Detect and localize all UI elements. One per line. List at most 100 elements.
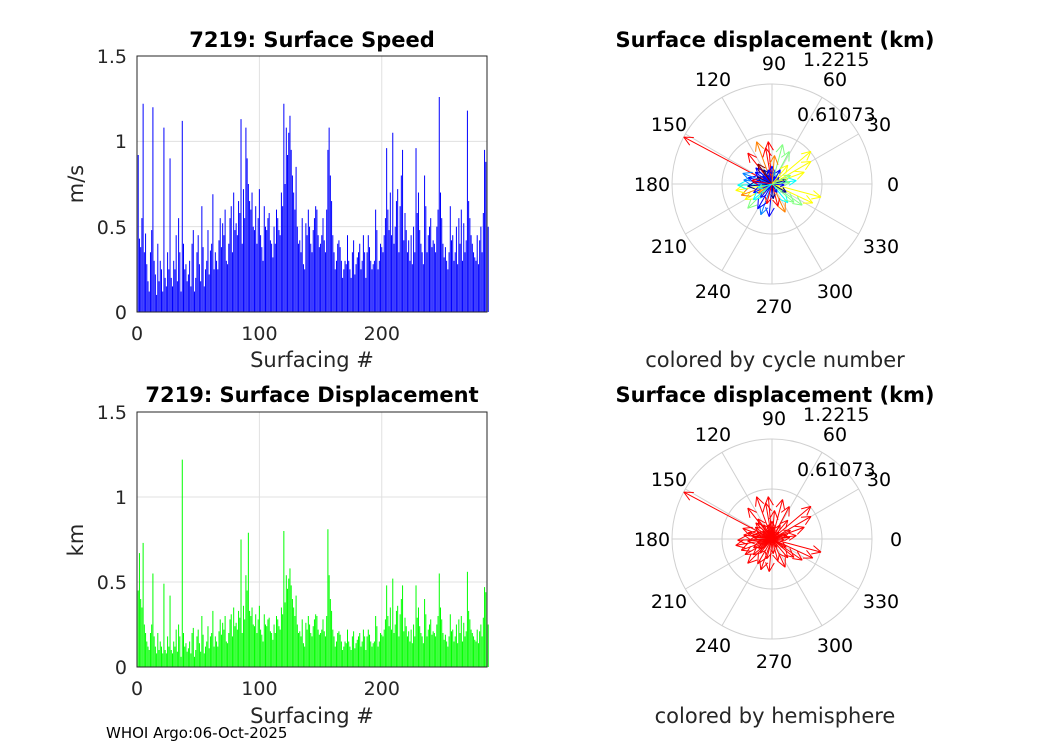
polar-cycle-xlabel: colored by cycle number — [645, 348, 905, 372]
polar-hemisphere-rtick-2: 1.2215 — [803, 404, 869, 426]
polar-cycle-vector-head — [760, 207, 769, 216]
polar-hemisphere-vector — [771, 519, 789, 540]
polar-cycle-vector-head — [800, 160, 812, 163]
speed-ytick-0: 0 — [115, 302, 127, 324]
polar-cycle-vector-head — [782, 144, 785, 155]
polar-hemisphere-vector-head — [768, 510, 775, 520]
polar-hemisphere-vector-head — [740, 542, 749, 551]
polar-hemisphere-angle-60: 60 — [823, 424, 847, 446]
polar-hemisphere-vector-head — [741, 549, 752, 552]
polar-hemisphere-vector-head — [804, 516, 812, 526]
polar-cycle-vector-head — [773, 171, 776, 177]
polar-cycle-vector-head — [787, 177, 797, 182]
polar-hemisphere-vector — [756, 531, 773, 540]
polar-hemisphere-vector-shaft — [768, 538, 773, 572]
polar-cycle-vector-shaft — [768, 183, 773, 217]
polar-hemisphere-angle-150: 150 — [651, 469, 687, 491]
polar-hemisphere-angle-90: 90 — [762, 408, 786, 430]
polar-hemisphere-vector — [757, 538, 773, 565]
polar-cycle-spoke — [685, 133, 773, 185]
polar-cycle-vector-head — [757, 202, 767, 210]
polar-cycle-vector-shaft — [757, 183, 773, 210]
polar-hemisphere-vector-head — [772, 554, 779, 562]
polar-hemisphere-angle-180: 180 — [634, 529, 670, 551]
polar-hemisphere-vector-head — [755, 522, 759, 531]
polar-hemisphere-vector-head — [747, 540, 756, 545]
polar-hemisphere-panel: Surface displacement (km) 0 30 60 90 120… — [615, 383, 934, 728]
polar-cycle-vector-head — [759, 204, 762, 215]
polar-cycle-vector-shaft — [771, 183, 814, 204]
polar-cycle-vector-head — [806, 151, 812, 161]
polar-cycle-vector — [770, 183, 776, 199]
polar-cycle-angle-300: 300 — [817, 281, 853, 303]
polar-hemisphere-vector-shaft — [771, 529, 791, 540]
polar-hemisphere-vector-head — [747, 553, 752, 564]
polar-hemisphere-vector-head — [784, 554, 795, 558]
polar-hemisphere-vector-head — [792, 558, 803, 561]
polar-hemisphere-vector-head — [742, 526, 753, 529]
polar-cycle-title: Surface displacement (km) — [615, 28, 934, 52]
polar-hemisphere-vector-head — [785, 520, 789, 529]
polar-cycle-vector-head — [755, 167, 759, 176]
polar-hemisphere-vector-head — [767, 524, 772, 529]
polar-cycle-vector-head — [762, 175, 767, 178]
polar-hemisphere-vector-head — [757, 518, 766, 524]
polar-cycle-vector-head — [780, 151, 790, 158]
polar-hemisphere-angle-30: 30 — [867, 469, 891, 491]
polar-cycle-vector-head — [747, 181, 756, 187]
polar-cycle-spoke — [771, 183, 859, 235]
polar-cycle-vector — [756, 176, 773, 185]
polar-hemisphere-vector-shaft — [771, 516, 812, 540]
polar-hemisphere-vector — [762, 502, 773, 540]
displacement-title: 7219: Surface Displacement — [145, 383, 478, 407]
polar-hemisphere-vector-head — [737, 539, 747, 545]
polar-cycle-vector-head — [785, 175, 791, 182]
polar-cycle-vector — [752, 183, 773, 201]
speed-xtick-2: 200 — [364, 323, 400, 345]
polar-hemisphere-vector-head — [800, 515, 812, 518]
polar-hemisphere-vector-head — [751, 533, 759, 536]
polar-hemisphere-vector-shaft — [751, 534, 773, 540]
polar-hemisphere-vector-shaft — [771, 536, 790, 540]
speed-ytick-3: 1.5 — [97, 46, 127, 68]
polar-hemisphere-vectors — [683, 491, 822, 572]
polar-cycle-vector-shaft — [765, 147, 773, 185]
polar-hemisphere-vector-shaft — [752, 538, 773, 556]
polar-cycle-vector-shaft — [771, 155, 775, 185]
polar-cycle-vector-head — [768, 155, 775, 165]
polar-hemisphere-spoke — [685, 488, 773, 540]
polar-hemisphere-vector-shaft — [766, 538, 773, 559]
displacement-bars — [137, 459, 489, 667]
polar-hemisphere-vector-head — [753, 541, 759, 548]
polar-cycle-vector — [757, 163, 773, 185]
polar-hemisphere-spoke — [771, 538, 859, 590]
polar-hemisphere-vector-head — [757, 518, 760, 528]
polar-cycle-angle-90: 90 — [762, 53, 786, 75]
polar-cycle-vector-shaft — [771, 183, 774, 199]
polar-cycle-angle-30: 30 — [867, 114, 891, 136]
polar-cycle-vector-shaft — [771, 183, 795, 203]
polar-hemisphere-vector-shaft — [757, 538, 773, 544]
polar-hemisphere-vector-shaft — [757, 538, 773, 565]
polar-hemisphere-vector-head — [806, 506, 812, 516]
polar-hemisphere-vector — [771, 538, 778, 548]
polar-cycle-vector — [771, 183, 814, 204]
polar-hemisphere-vector-head — [757, 542, 763, 545]
polar-hemisphere-vector-head — [775, 524, 781, 529]
polar-hemisphere-vector-head — [782, 499, 785, 510]
polar-cycle-angle-270: 270 — [756, 296, 792, 318]
polar-hemisphere-vector-head — [757, 539, 762, 544]
polar-hemisphere-title: Surface displacement (km) — [615, 383, 934, 407]
displacement-xtick-2: 200 — [364, 678, 400, 700]
polar-cycle-vector-head — [788, 180, 797, 186]
polar-hemisphere-vector-shaft — [760, 538, 773, 554]
polar-hemisphere-vector-head — [775, 499, 783, 508]
polar-hemisphere-vector — [747, 536, 773, 545]
polar-hemisphere-spoke — [771, 452, 823, 540]
polar-hemisphere-vector — [771, 534, 791, 542]
polar-hemisphere-vector — [768, 510, 779, 540]
polar-cycle-vector-head — [772, 175, 776, 179]
polar-hemisphere-vector-head — [757, 557, 767, 565]
polar-cycle-vector-head — [764, 196, 768, 204]
